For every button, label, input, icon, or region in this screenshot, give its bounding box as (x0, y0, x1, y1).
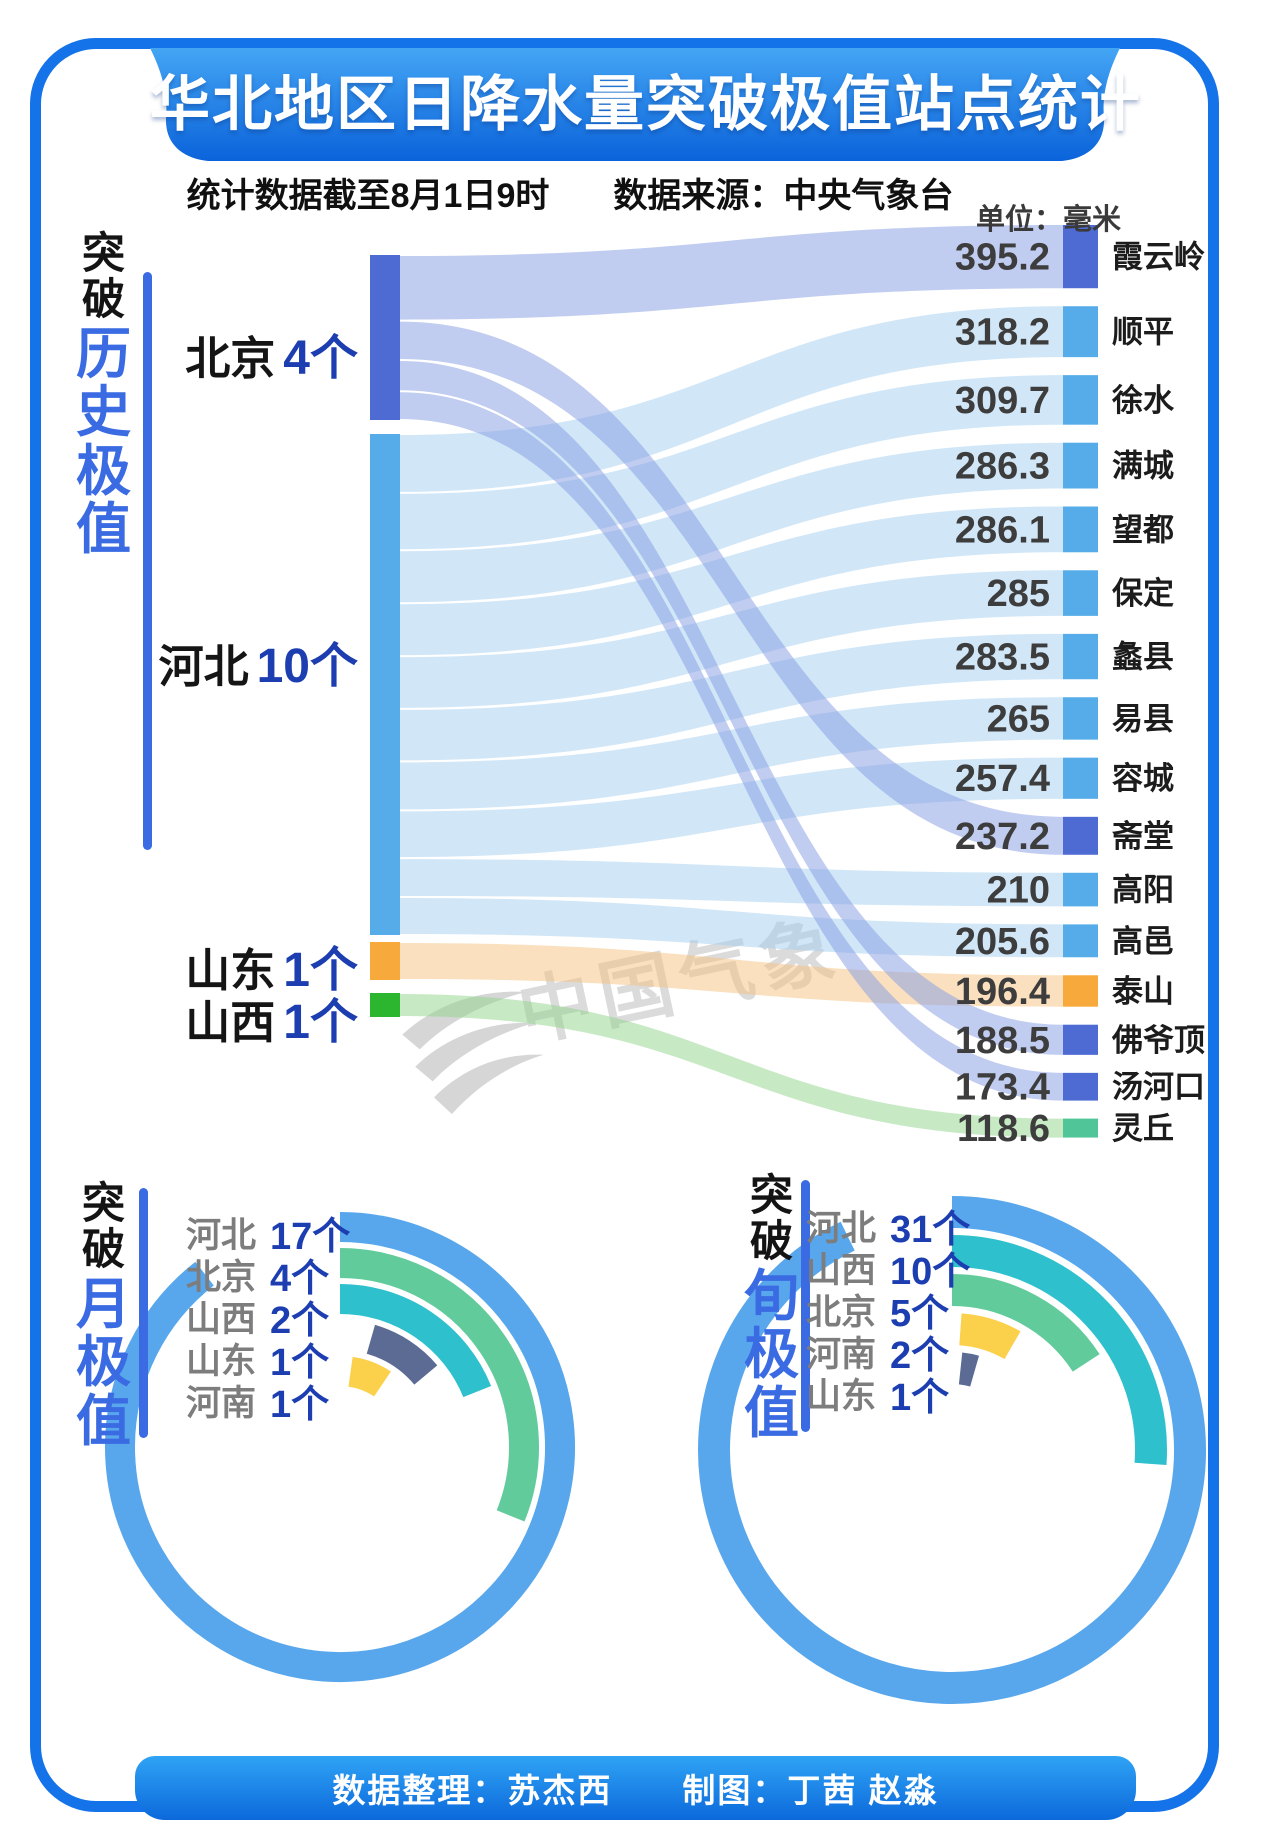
source-name: 北京 (185, 333, 276, 384)
section-history-highlight: 历史极值 (76, 323, 132, 561)
source-count: 4个 (283, 332, 358, 385)
section-month-title: 突破 月极值 (76, 1180, 132, 1452)
legend-count: 1个 (270, 1383, 330, 1426)
legend-name: 山东 (805, 1376, 876, 1416)
source-name: 山西 (185, 997, 276, 1048)
source-label-hebei: 河北 10个 (120, 626, 358, 696)
legend-name: 河南 (185, 1383, 256, 1423)
source-count: 1个 (283, 996, 358, 1049)
legend-monthly: 河北 17个 北京 4个 山西 2个 山东 1个 河南 1个 (148, 1211, 354, 1426)
source-count: 1个 (283, 944, 358, 997)
unit-label: 单位：毫米 (975, 204, 1121, 236)
footer-banner: 数据整理：苏杰西 制图：丁茜 赵淼 (135, 1756, 1136, 1820)
page-title: 华北地区日降水量突破极值站点统计 (150, 71, 1142, 138)
source-label-shanxi: 山西 1个 (120, 982, 358, 1052)
legend-count: 1个 (890, 1376, 950, 1419)
section-month-line (139, 1188, 148, 1438)
legend-xun: 河北 31个 山西 10个 北京 5个 河南 2个 山东 1个 (768, 1204, 974, 1419)
source-count: 10个 (256, 640, 358, 693)
source-name: 山东 (185, 945, 276, 996)
section-history-title: 突破 历史极值 (76, 230, 132, 561)
source-label-beijing: 北京 4个 (120, 318, 358, 388)
source-name: 河北 (158, 641, 249, 692)
section-history-line (143, 272, 152, 850)
subtitle-source: 数据来源：中央气象台 (613, 177, 954, 215)
frame-border (30, 38, 1219, 1812)
section-history-prefix: 突破 (82, 230, 125, 324)
subtitle-deadline: 统计数据截至8月1日9时 (186, 177, 550, 215)
section-month-prefix: 突破 (82, 1180, 125, 1274)
subtitle: 统计数据截至8月1日9时 数据来源：中央气象台 (0, 168, 1140, 217)
footer-credits: 数据整理：苏杰西 制图：丁茜 赵淼 (332, 1772, 939, 1809)
source-label-shandong: 山东 1个 (120, 930, 358, 1000)
legend-item: 河南 1个 (148, 1379, 354, 1426)
legend-item: 山东 1个 (768, 1372, 974, 1419)
section-month-highlight: 月极值 (76, 1273, 132, 1452)
